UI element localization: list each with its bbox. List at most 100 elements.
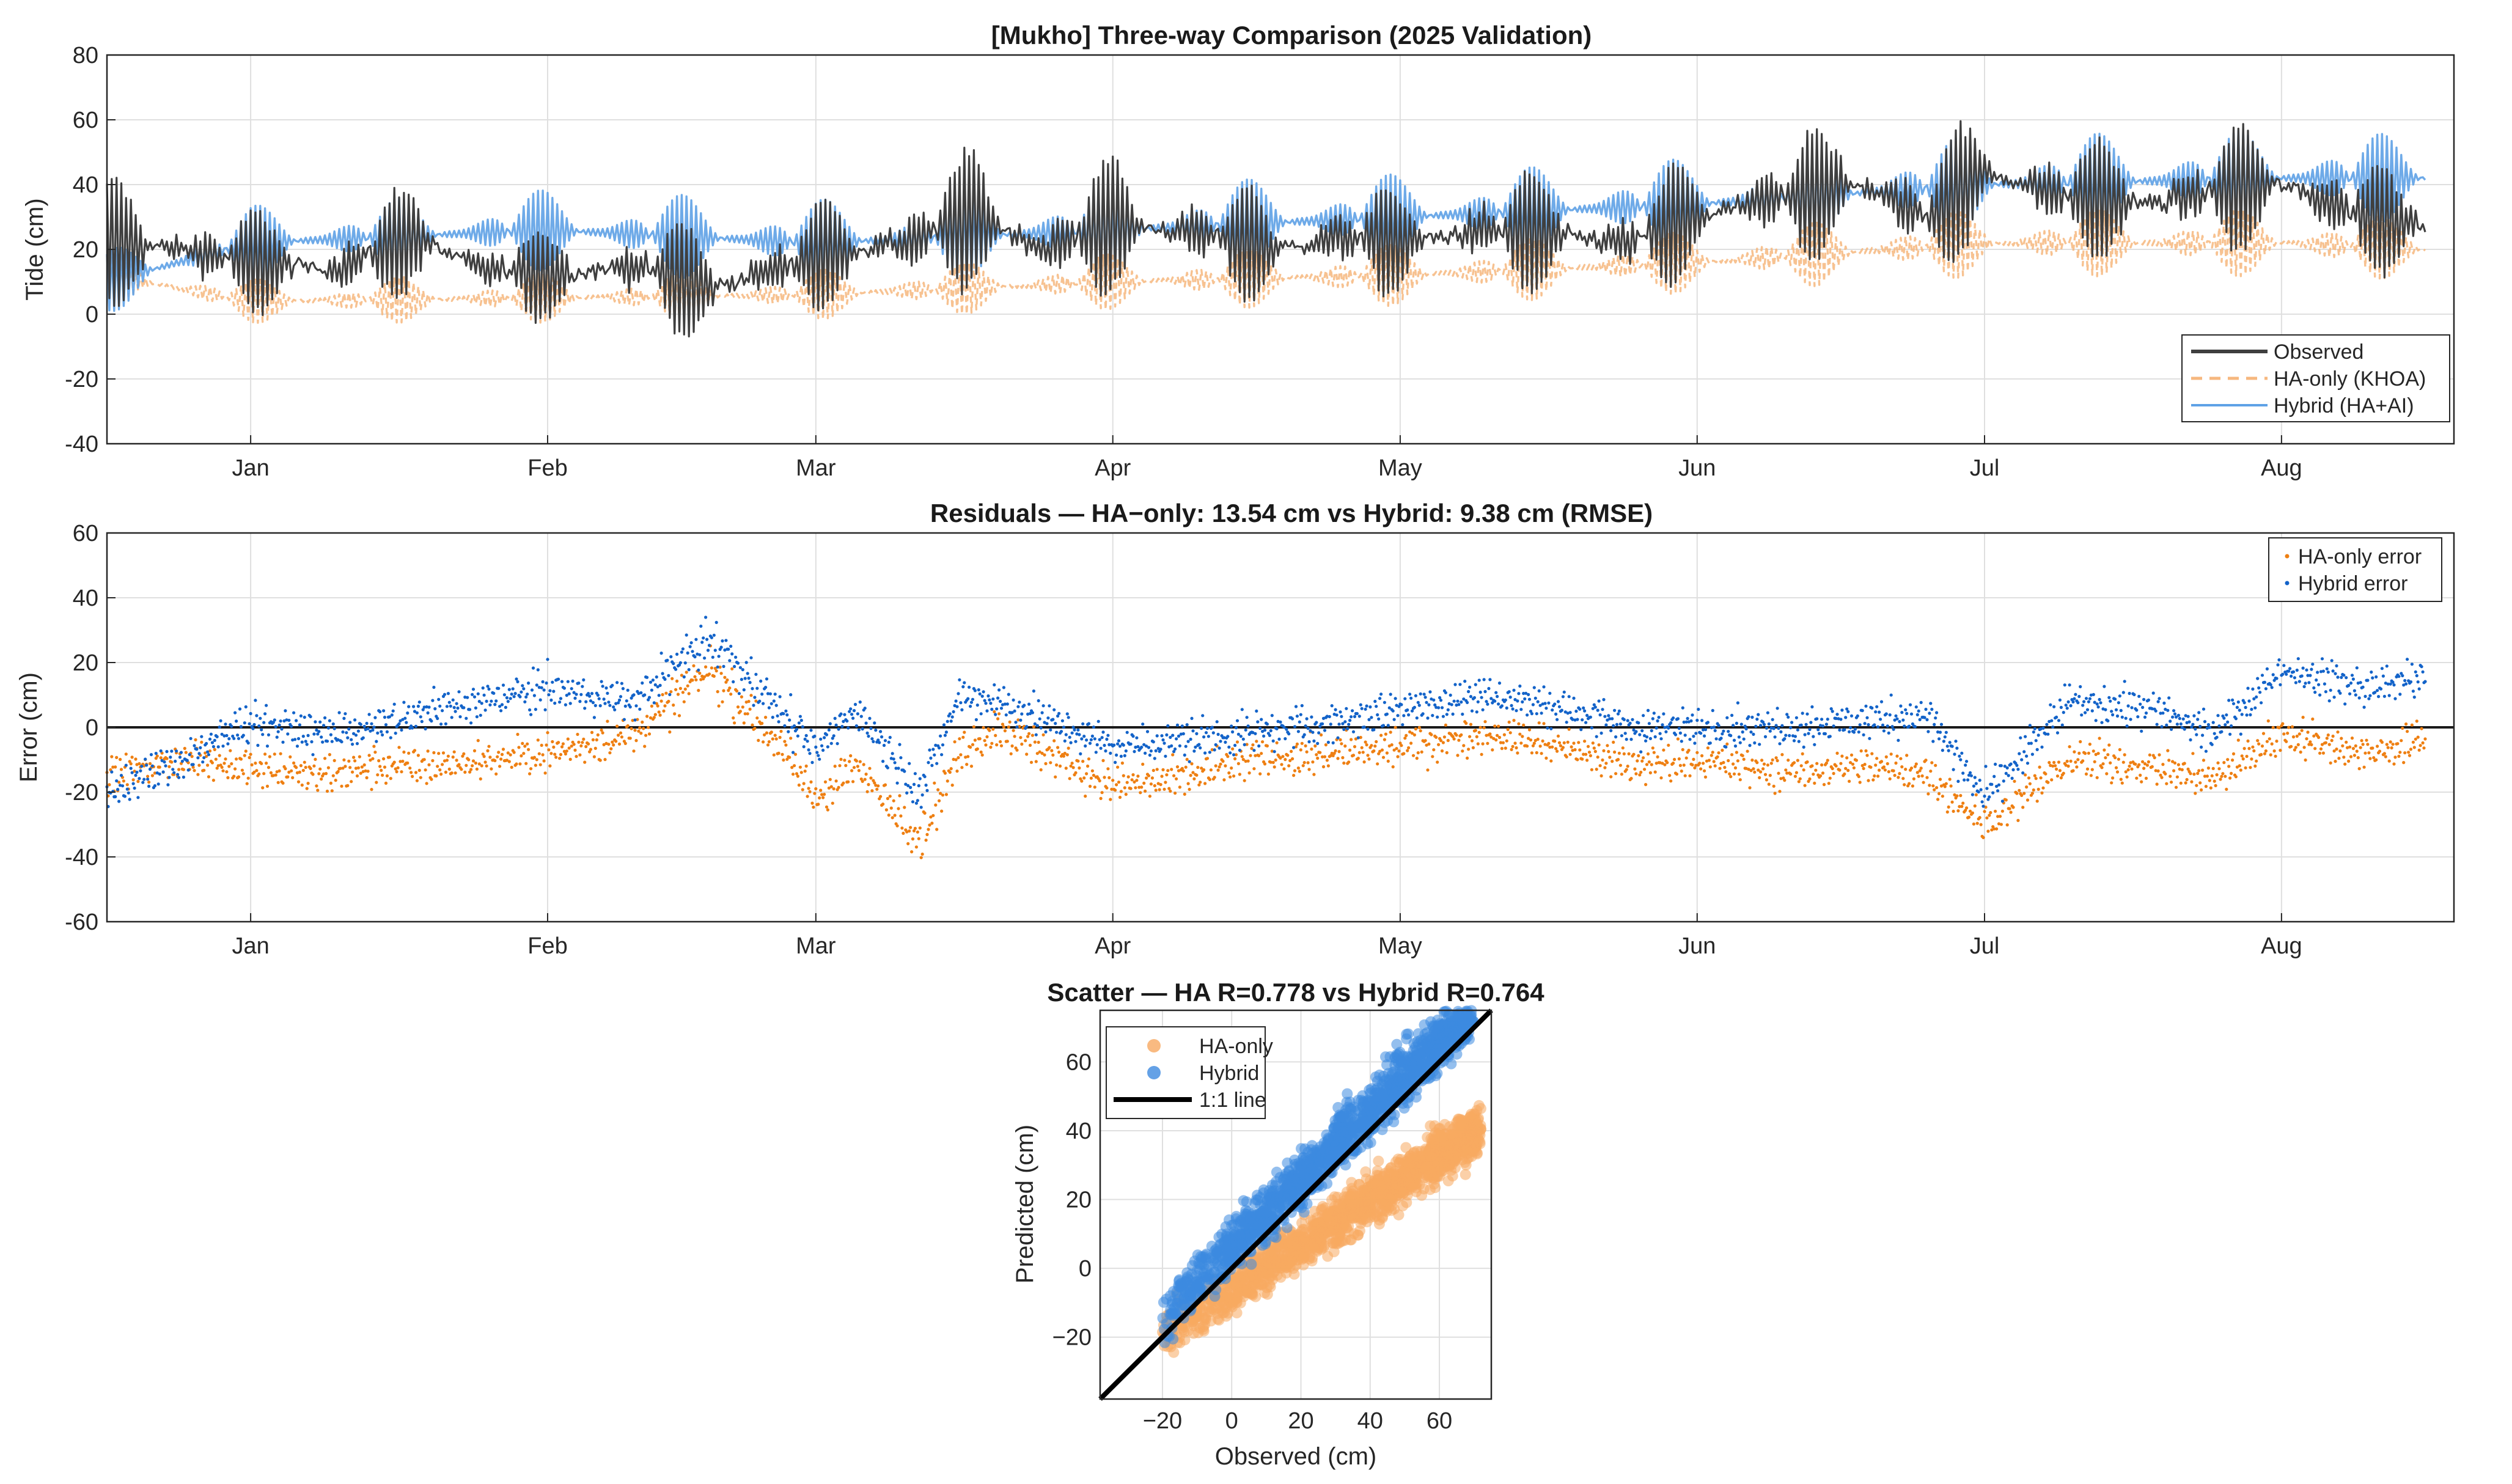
error-point: [1493, 724, 1497, 728]
error-point: [831, 736, 834, 740]
error-point: [371, 728, 375, 732]
error-point: [1403, 736, 1407, 740]
error-point: [931, 814, 935, 817]
error-point: [1735, 751, 1738, 754]
hybrid-error-points: [105, 615, 2427, 809]
error-point: [2423, 680, 2427, 683]
error-point: [966, 697, 970, 700]
error-point: [2173, 761, 2177, 765]
error-point: [779, 729, 783, 733]
error-point: [457, 690, 461, 694]
y-tick-label: -20: [65, 780, 98, 806]
error-point: [965, 763, 969, 766]
error-point: [159, 749, 163, 753]
error-point: [1116, 765, 1120, 769]
error-point: [1329, 722, 1332, 726]
error-point: [778, 735, 782, 740]
error-point: [2105, 772, 2109, 776]
error-point: [1992, 827, 1996, 831]
error-point: [2282, 664, 2286, 667]
error-point: [2386, 682, 2390, 686]
error-point: [501, 748, 505, 751]
error-point: [1893, 718, 1897, 722]
error-point: [1899, 757, 1903, 760]
error-point: [1244, 728, 1247, 732]
error-point: [1645, 735, 1649, 739]
error-point: [2118, 748, 2121, 752]
error-point: [1348, 748, 1352, 752]
error-point: [978, 737, 982, 741]
error-point: [2156, 700, 2160, 703]
error-point: [1710, 754, 1713, 757]
error-point: [1037, 740, 1040, 744]
error-point: [1227, 771, 1231, 775]
error-point: [1687, 749, 1691, 752]
error-point: [1540, 752, 1543, 755]
error-point: [1785, 771, 1789, 775]
error-point: [1263, 729, 1267, 732]
error-point: [2403, 678, 2407, 683]
error-point: [380, 730, 383, 733]
error-point: [2349, 755, 2353, 759]
error-point: [438, 704, 442, 708]
error-point: [2347, 759, 2351, 763]
error-point: [1190, 716, 1194, 720]
error-point: [1876, 774, 1880, 778]
error-point: [1469, 722, 1473, 726]
error-point: [273, 752, 276, 756]
error-point: [2420, 727, 2423, 730]
error-point: [2156, 769, 2160, 773]
error-point: [248, 722, 251, 725]
error-point: [1172, 750, 1176, 754]
error-point: [2342, 674, 2346, 677]
error-point: [1139, 791, 1142, 795]
error-point: [2335, 748, 2338, 751]
error-point: [2021, 771, 2025, 775]
error-point: [295, 719, 298, 722]
error-point: [2255, 695, 2258, 699]
error-point: [617, 733, 620, 737]
error-point: [1192, 749, 1196, 753]
error-point: [873, 781, 876, 785]
error-point: [741, 668, 744, 672]
error-point: [1554, 747, 1558, 751]
error-point: [1044, 730, 1048, 734]
error-point: [1860, 709, 1864, 713]
error-point: [1423, 696, 1427, 699]
tide-legend: Observed HA-only (KHOA) Hybrid (HA+AI): [2181, 334, 2450, 422]
error-point: [834, 779, 838, 783]
error-point: [1680, 740, 1683, 743]
error-point: [1858, 781, 1862, 784]
error-point: [262, 721, 266, 724]
error-point: [1228, 751, 1232, 755]
error-point: [199, 746, 202, 749]
error-point: [547, 748, 551, 752]
error-point: [110, 755, 114, 759]
error-point: [515, 762, 518, 766]
error-point: [753, 727, 757, 730]
scatter-point: [1231, 1307, 1243, 1318]
error-point: [1081, 722, 1085, 725]
error-point: [802, 745, 806, 749]
error-point: [1595, 735, 1598, 738]
error-point: [1888, 777, 1892, 781]
error-point: [314, 720, 317, 724]
error-point: [1802, 745, 1805, 749]
error-point: [898, 794, 902, 798]
error-point: [573, 748, 577, 752]
error-point: [1213, 748, 1216, 752]
error-point: [127, 791, 130, 795]
error-point: [1280, 763, 1284, 766]
error-point: [1905, 754, 1909, 757]
error-point: [1984, 806, 1988, 809]
error-point: [1930, 707, 1934, 711]
error-point: [315, 728, 318, 732]
error-point: [2186, 714, 2190, 718]
error-point: [1692, 735, 1695, 738]
error-point: [1858, 723, 1862, 727]
error-point: [178, 755, 182, 759]
error-point: [963, 730, 966, 734]
error-point: [1306, 727, 1310, 730]
error-point: [229, 749, 232, 752]
error-point: [1791, 734, 1795, 738]
